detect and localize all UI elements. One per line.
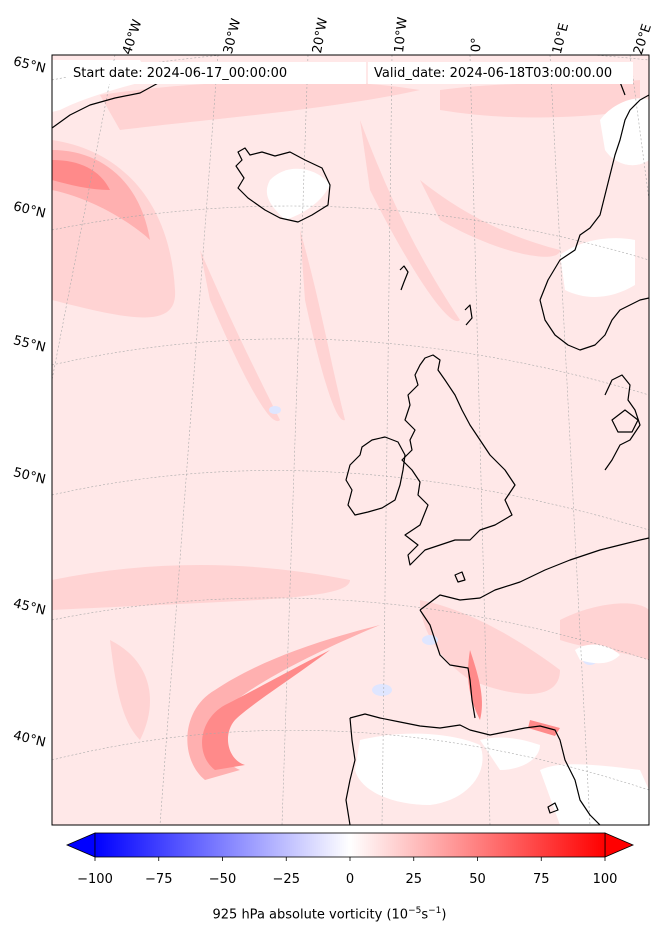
colorbar-tick: 25 [405,872,423,887]
map-frame [51,54,650,826]
colorbar-label-exp1: −5 [408,906,422,916]
colorbar-tick: −25 [272,872,300,887]
valid-date-label: Valid_date: 2024-06-18T03:00:00.00 [374,66,613,81]
colorbar-label: 925 hPa absolute vorticity (10−5s−1) [0,906,659,922]
colorbar-gradient [94,832,606,858]
colorbar-tick: 100 [592,872,618,887]
colorbar-tick: −50 [208,872,237,887]
lon-label-0: 0° [469,37,485,53]
colorbar-tick: −100 [77,872,113,887]
colorbar [65,832,635,861]
colorbar-tick: 50 [469,872,486,887]
coastlines [52,71,649,825]
colorbar-tick: −75 [145,872,173,887]
vorticity-field [52,55,649,825]
colorbar-label-mid: s [421,907,429,923]
colorbar-label-end: ) [441,907,447,923]
colorbar-label-main: 925 hPa absolute vorticity (10 [212,907,409,923]
colorbar-tick: 0 [345,872,355,887]
start-date-label: Start date: 2024-06-17_00:00:00 [73,66,288,81]
start-date-box [66,62,366,84]
valid-date-box [368,62,633,84]
colorbar-tick: 75 [532,872,550,887]
colorbar-max-extend [604,832,635,858]
colorbar-min-extend [65,832,96,858]
colorbar-label-exp2: −1 [428,906,442,916]
